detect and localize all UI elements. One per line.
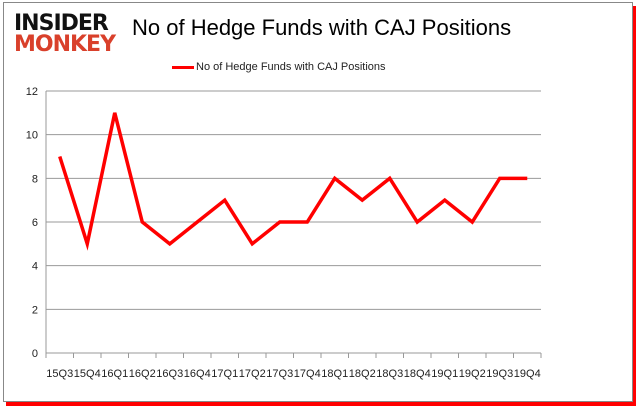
x-tick-label: 18Q1 (321, 368, 348, 380)
x-tick-label: 16Q2 (129, 368, 156, 380)
y-tick-label: 10 (26, 130, 38, 142)
x-tick-label: 19Q3 (486, 368, 513, 380)
x-tick-label: 19Q2 (459, 368, 486, 380)
x-tick-label: 18Q4 (404, 368, 431, 380)
x-tick-label: 17Q2 (239, 368, 266, 380)
logo: INSIDER (14, 11, 109, 36)
legend-label: No of Hedge Funds with CAJ Positions (196, 61, 386, 73)
logo: MONKEY (14, 32, 116, 57)
x-tick-label: 19Q1 (431, 368, 458, 380)
x-tick-label: 17Q3 (266, 368, 293, 380)
x-tick-label: 18Q3 (376, 368, 403, 380)
legend: No of Hedge Funds with CAJ Positions (172, 61, 386, 73)
series-line (58, 112, 528, 251)
chart-frame: INSIDER MONKEY No of Hedge Funds with CA… (3, 2, 633, 402)
y-tick-label: 8 (32, 173, 38, 185)
x-tick-label: 15Q3 (46, 368, 73, 380)
x-tick-label: 19Q4 (514, 368, 541, 380)
y-tick-label: 12 (26, 86, 38, 98)
y-tick-label: 4 (32, 261, 38, 273)
y-tick-label: 6 (32, 217, 38, 229)
y-tick-label: 0 (32, 348, 38, 360)
x-tick-label: 16Q3 (156, 368, 183, 380)
x-tick-label: 16Q1 (101, 368, 128, 380)
legend-swatch (172, 65, 194, 69)
x-tick-label: 17Q1 (211, 368, 238, 380)
chart-title: No of Hedge Funds with CAJ Positions (132, 15, 512, 40)
x-tick-label: 17Q4 (294, 368, 321, 380)
y-tick-label: 2 (32, 304, 38, 316)
x-tick-label: 16Q4 (184, 368, 211, 380)
x-tick-label: 15Q4 (74, 368, 101, 380)
x-tick-label: 18Q2 (349, 368, 376, 380)
